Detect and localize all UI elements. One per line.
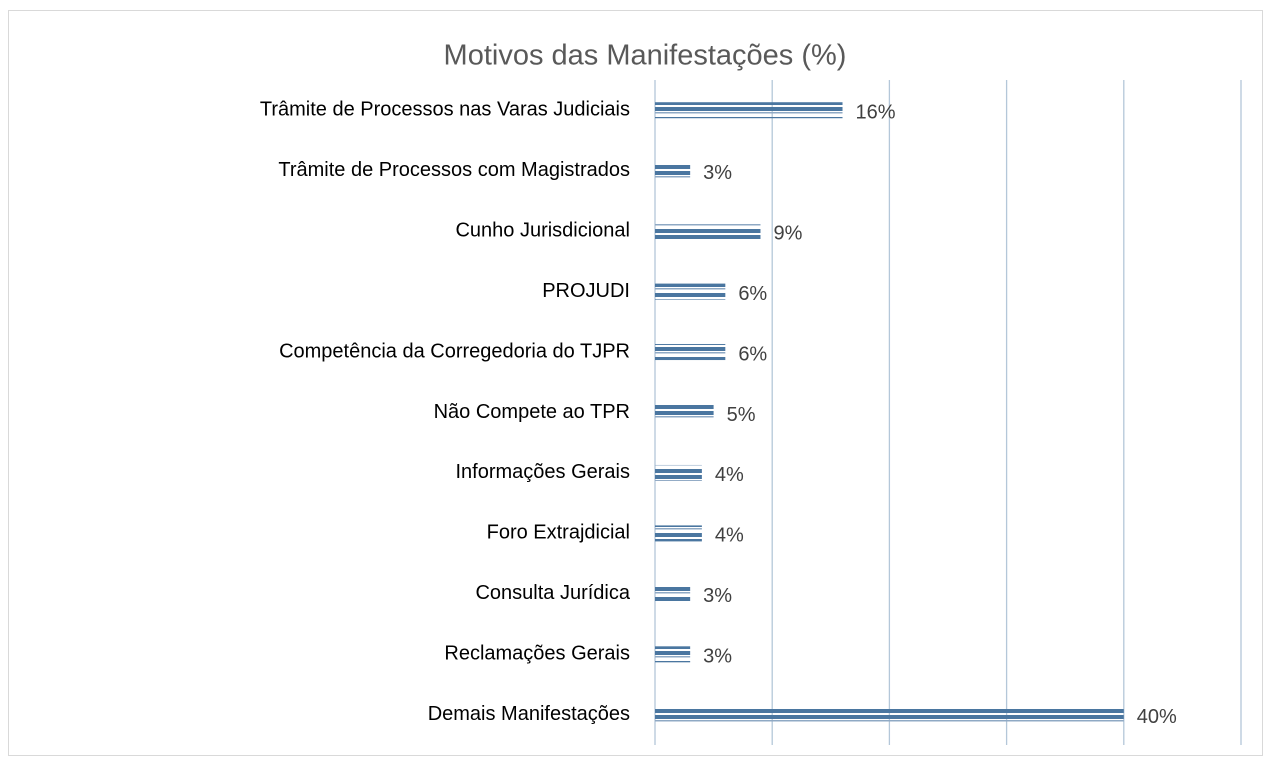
bar [655, 344, 726, 361]
data-label: 6% [738, 343, 767, 365]
bar [655, 102, 843, 119]
data-label: 6% [738, 283, 767, 305]
bar [655, 646, 691, 663]
y-tick-label: Foro Extrajdicial [487, 522, 630, 544]
y-tick-label: PROJUDI [542, 280, 630, 302]
y-tick-label: Trâmite de Processos nas Varas Judiciais [260, 99, 630, 121]
data-label: 16% [856, 102, 896, 124]
bar [655, 223, 761, 240]
y-tick-label: Demais Manifestações [428, 703, 630, 725]
data-label: 3% [703, 646, 732, 668]
data-label: 3% [703, 162, 732, 184]
chart-border [8, 10, 1263, 756]
bar [655, 706, 1124, 723]
bar [655, 464, 702, 481]
y-tick-label: Cunho Jurisdicional [455, 219, 630, 241]
chart-title: Motivos das Manifestações (%) [444, 40, 847, 72]
y-tick-label: Competência da Corregedoria do TJPR [279, 340, 630, 362]
y-tick-label: Reclamações Gerais [444, 643, 630, 665]
bar [655, 404, 714, 421]
data-label: 3% [703, 585, 732, 607]
y-tick-label: Consulta Jurídica [475, 582, 630, 604]
data-label: 5% [727, 404, 756, 426]
bar [655, 162, 691, 179]
data-label: 4% [715, 464, 744, 486]
y-tick-label: Trâmite de Processos com Magistrados [278, 159, 630, 181]
data-label: 9% [773, 222, 802, 244]
bar [655, 585, 691, 602]
y-tick-label: Informações Gerais [455, 461, 630, 483]
data-label: 4% [715, 525, 744, 547]
data-label: 40% [1137, 706, 1177, 728]
y-tick-label: Não Compete ao TPR [434, 401, 630, 423]
bar [655, 525, 702, 542]
bar [655, 283, 726, 300]
